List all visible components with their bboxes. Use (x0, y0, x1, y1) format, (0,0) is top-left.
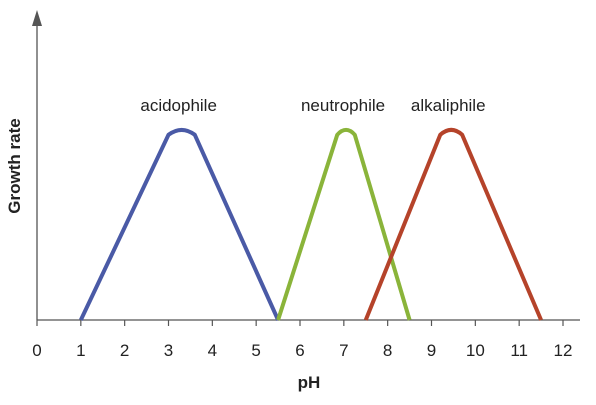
y-axis-label: Growth rate (5, 118, 24, 213)
x-tick-label: 0 (32, 341, 41, 360)
series-labels: acidophile neutrophile alkaliphile (140, 96, 485, 115)
series-label-acidophile: acidophile (140, 96, 217, 115)
x-tick-label: 11 (510, 341, 528, 360)
series-line-acidophile (79, 127, 280, 321)
x-tick-label: 7 (339, 341, 348, 360)
x-ticks: 0 1 2 3 4 5 6 7 8 9 10 11 12 (32, 320, 572, 360)
x-tick-label: 4 (208, 341, 217, 360)
y-axis-arrow (32, 10, 42, 26)
x-tick-label: 2 (120, 341, 129, 360)
x-tick-label: 9 (427, 341, 436, 360)
x-tick-label: 8 (383, 341, 392, 360)
x-tick-label: 10 (466, 341, 485, 360)
series-label-neutrophile: neutrophile (301, 96, 385, 115)
x-tick-label: 12 (554, 341, 573, 360)
series-line-neutrophile (276, 127, 412, 321)
series-label-alkaliphile: alkaliphile (411, 96, 486, 115)
x-tick-label: 3 (164, 341, 173, 360)
series-line-alkaliphile (363, 127, 543, 321)
x-axis-label: pH (298, 373, 321, 392)
x-tick-label: 5 (251, 341, 260, 360)
x-tick-label: 6 (295, 341, 304, 360)
x-tick-label: 1 (76, 341, 85, 360)
series-layer (79, 127, 543, 321)
